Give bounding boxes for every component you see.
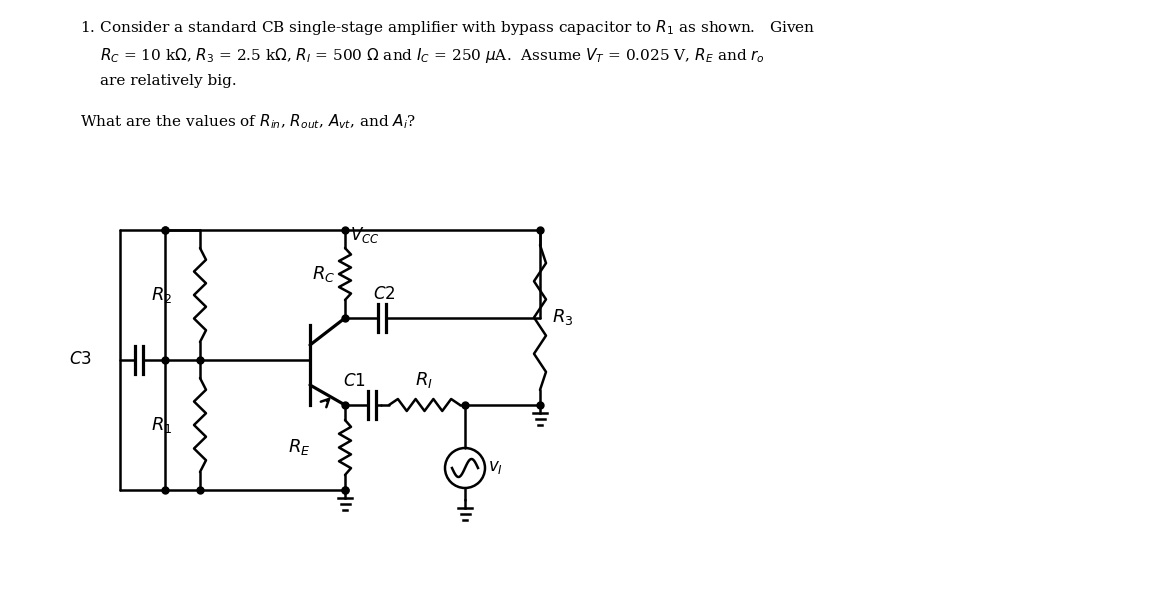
Text: What are the values of $R_{in}$, $R_{out}$, $A_{vt}$, and $A_i$?: What are the values of $R_{in}$, $R_{out… (81, 112, 416, 131)
Text: are relatively big.: are relatively big. (100, 74, 237, 88)
Text: $R_2$: $R_2$ (151, 285, 172, 305)
Text: 1. Consider a standard CB single-stage amplifier with bypass capacitor to $R_1$ : 1. Consider a standard CB single-stage a… (81, 18, 815, 37)
Text: $R_3$: $R_3$ (552, 307, 574, 327)
Text: $v_I$: $v_I$ (488, 460, 503, 476)
Text: $C3$: $C3$ (69, 352, 92, 368)
Text: $R_1$: $R_1$ (151, 415, 172, 435)
Text: $C1$: $C1$ (343, 373, 366, 390)
Text: $C2$: $C2$ (373, 286, 396, 303)
Text: $R_C$ = 10 k$\Omega$, $R_3$ = 2.5 k$\Omega$, $R_I$ = 500 $\Omega$ and $I_C$ = 25: $R_C$ = 10 k$\Omega$, $R_3$ = 2.5 k$\Ome… (100, 46, 765, 65)
Text: $V_{CC}$: $V_{CC}$ (350, 225, 380, 245)
Text: $R_I$: $R_I$ (415, 370, 432, 390)
Text: $R_E$: $R_E$ (288, 437, 310, 457)
Text: $R_C$: $R_C$ (312, 264, 335, 284)
